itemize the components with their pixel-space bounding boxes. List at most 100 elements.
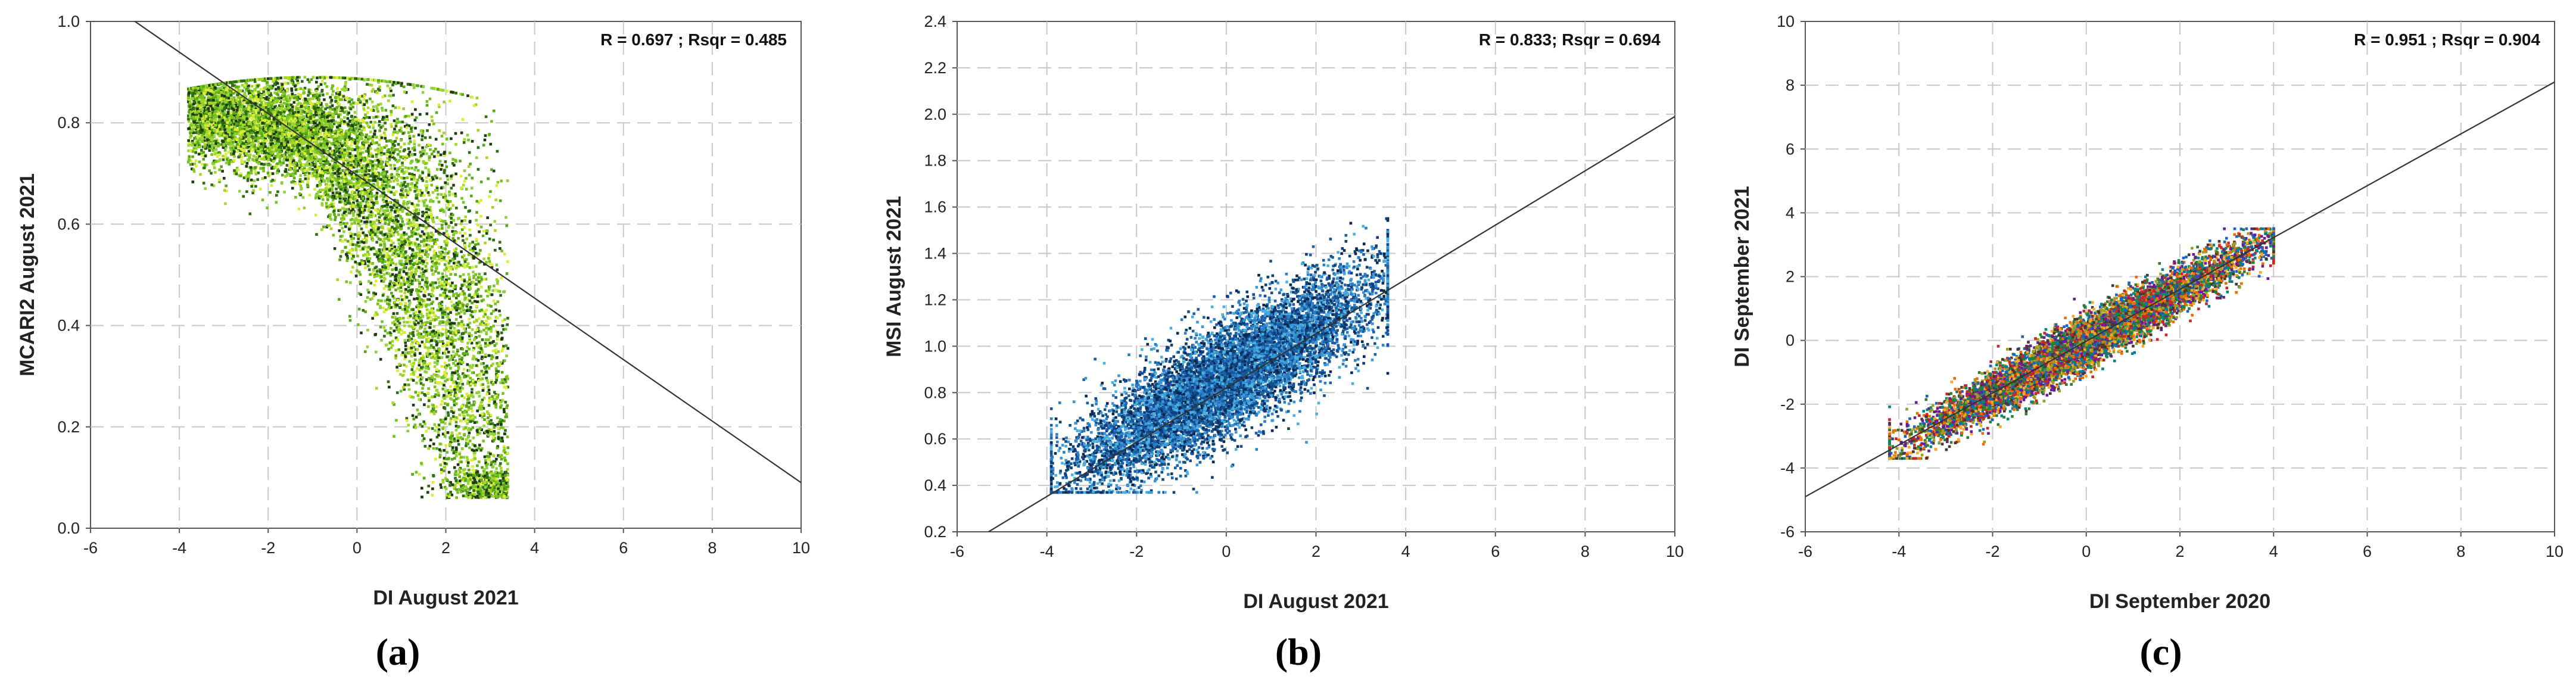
- data-point: [399, 252, 402, 255]
- data-point: [389, 275, 393, 278]
- data-point: [373, 194, 376, 198]
- data-point: [396, 338, 400, 341]
- data-point: [494, 394, 498, 397]
- data-point: [240, 127, 244, 130]
- data-point: [407, 155, 411, 158]
- data-point: [450, 458, 454, 461]
- data-point: [358, 133, 362, 136]
- data-point: [320, 163, 323, 167]
- data-point: [494, 406, 498, 409]
- data-point: [463, 242, 466, 245]
- data-point: [487, 385, 490, 388]
- data-point: [501, 324, 504, 328]
- data-point: [289, 155, 292, 158]
- data-point: [459, 376, 462, 380]
- data-point: [388, 298, 391, 302]
- data-point: [496, 423, 500, 426]
- data-point: [335, 130, 338, 133]
- data-point: [298, 113, 301, 116]
- data-point: [285, 129, 289, 132]
- data-point: [454, 305, 457, 308]
- data-point: [338, 258, 341, 261]
- data-point: [223, 102, 227, 106]
- data-point: [351, 138, 355, 142]
- data-point: [463, 258, 466, 261]
- data-point: [383, 233, 387, 236]
- data-point: [408, 360, 411, 363]
- data-point: [263, 139, 266, 142]
- data-point: [246, 79, 249, 82]
- data-point: [311, 168, 314, 171]
- data-point: [416, 203, 419, 207]
- data-point: [506, 347, 510, 350]
- data-point: [403, 370, 406, 373]
- data-point: [343, 89, 346, 92]
- data-point: [475, 357, 478, 361]
- data-point: [261, 198, 264, 201]
- data-point: [224, 155, 228, 158]
- data-point: [394, 336, 398, 339]
- data-point: [500, 331, 503, 335]
- data-point: [212, 146, 215, 149]
- data-point: [483, 418, 486, 421]
- data-point: [416, 367, 419, 370]
- data-point: [415, 416, 418, 419]
- data-point: [431, 245, 434, 248]
- data-point: [481, 320, 484, 323]
- data-point: [307, 155, 310, 158]
- data-point: [341, 235, 344, 238]
- data-point: [455, 496, 458, 499]
- data-point: [418, 473, 421, 476]
- data-point: [370, 83, 373, 87]
- data-point: [200, 149, 203, 152]
- data-point: [209, 127, 212, 130]
- data-point: [444, 332, 448, 335]
- data-point: [503, 252, 506, 255]
- data-point: [485, 308, 488, 311]
- data-point: [290, 152, 293, 155]
- data-point: [491, 289, 495, 292]
- data-point: [373, 273, 376, 276]
- data-point: [423, 370, 426, 373]
- data-point: [299, 136, 303, 139]
- data-point: [312, 124, 314, 128]
- data-point: [322, 159, 325, 163]
- data-point: [318, 180, 321, 183]
- data-point: [504, 476, 507, 479]
- data-point: [334, 218, 337, 222]
- data-point: [359, 219, 363, 223]
- data-point: [409, 282, 412, 285]
- data-point: [422, 85, 425, 88]
- data-point: [498, 464, 502, 467]
- data-point: [456, 362, 460, 366]
- data-point: [375, 252, 378, 256]
- data-point: [430, 307, 434, 310]
- data-point: [319, 116, 322, 120]
- data-point: [421, 214, 424, 217]
- data-point: [390, 89, 393, 92]
- data-point: [465, 475, 469, 478]
- data-point: [476, 276, 480, 279]
- data-point: [446, 389, 450, 392]
- data-point: [464, 419, 468, 422]
- data-point: [345, 280, 348, 283]
- data-point: [345, 214, 348, 217]
- data-point: [195, 127, 198, 131]
- data-point: [343, 139, 346, 143]
- data-point: [443, 313, 446, 316]
- data-point: [385, 308, 388, 311]
- data-point: [363, 127, 366, 130]
- data-point: [228, 127, 232, 130]
- data-point: [451, 358, 454, 361]
- data-point: [370, 200, 373, 204]
- data-point: [482, 373, 485, 376]
- data-point: [284, 168, 288, 171]
- data-point: [337, 91, 339, 94]
- data-point: [232, 144, 235, 148]
- data-point: [474, 103, 478, 107]
- data-point: [454, 446, 458, 450]
- data-point: [344, 144, 348, 148]
- data-point: [449, 284, 453, 288]
- data-point: [466, 374, 469, 378]
- data-point: [269, 107, 272, 110]
